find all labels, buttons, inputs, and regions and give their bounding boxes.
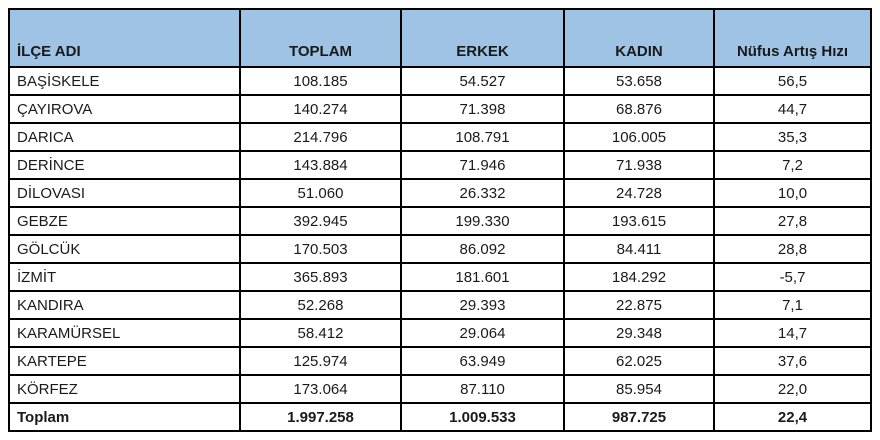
value-cell: 27,8 xyxy=(713,206,872,236)
value-cell: 170.503 xyxy=(239,234,402,264)
value-cell: 54.527 xyxy=(400,66,565,96)
district-name-cell: DARICA xyxy=(8,122,241,152)
value-cell: 26.332 xyxy=(400,178,565,208)
value-cell: 214.796 xyxy=(239,122,402,152)
table-row: BAŞİSKELE 108.185 54.527 53.658 56,5 xyxy=(8,66,872,96)
column-header-1: TOPLAM xyxy=(239,8,402,68)
value-cell: 68.876 xyxy=(563,94,715,124)
value-cell: 140.274 xyxy=(239,94,402,124)
total-label-cell: Toplam xyxy=(8,402,241,432)
value-cell: 71.946 xyxy=(400,150,565,180)
value-cell: 29.064 xyxy=(400,318,565,348)
value-cell: 143.884 xyxy=(239,150,402,180)
value-cell: 199.330 xyxy=(400,206,565,236)
district-name-cell: KANDIRA xyxy=(8,290,241,320)
value-cell: -5,7 xyxy=(713,262,872,292)
value-cell: 22,0 xyxy=(713,374,872,404)
value-cell: 71.398 xyxy=(400,94,565,124)
value-cell: 14,7 xyxy=(713,318,872,348)
value-cell: 87.110 xyxy=(400,374,565,404)
total-value-cell: 1.997.258 xyxy=(239,402,402,432)
value-cell: 84.411 xyxy=(563,234,715,264)
value-cell: 29.393 xyxy=(400,290,565,320)
total-value-cell: 987.725 xyxy=(563,402,715,432)
value-cell: 184.292 xyxy=(563,262,715,292)
district-name-cell: İZMİT xyxy=(8,262,241,292)
table-header: İLÇE ADI TOPLAM ERKEK KADIN Nüfus Artış Hızı xyxy=(8,8,872,68)
table-row: GEBZE 392.945 199.330 193.615 27,8 xyxy=(8,206,872,236)
value-cell: 7,2 xyxy=(713,150,872,180)
column-header-4: Nüfus Artış Hızı xyxy=(713,8,872,68)
table-row: GÖLCÜK 170.503 86.092 84.411 28,8 xyxy=(8,234,872,264)
table-row: İZMİT 365.893 181.601 184.292 -5,7 xyxy=(8,262,872,292)
district-name-cell: KÖRFEZ xyxy=(8,374,241,404)
value-cell: 106.005 xyxy=(563,122,715,152)
value-cell: 58.412 xyxy=(239,318,402,348)
district-name-cell: ÇAYIROVA xyxy=(8,94,241,124)
total-row: Toplam 1.997.258 1.009.533 987.725 22,4 xyxy=(8,402,872,432)
district-name-cell: DERİNCE xyxy=(8,150,241,180)
table-row: KARTEPE 125.974 63.949 62.025 37,6 xyxy=(8,346,872,376)
value-cell: 62.025 xyxy=(563,346,715,376)
value-cell: 181.601 xyxy=(400,262,565,292)
total-value-cell: 22,4 xyxy=(713,402,872,432)
value-cell: 51.060 xyxy=(239,178,402,208)
value-cell: 63.949 xyxy=(400,346,565,376)
value-cell: 125.974 xyxy=(239,346,402,376)
value-cell: 56,5 xyxy=(713,66,872,96)
district-name-cell: BAŞİSKELE xyxy=(8,66,241,96)
table-row: KARAMÜRSEL 58.412 29.064 29.348 14,7 xyxy=(8,318,872,348)
value-cell: 29.348 xyxy=(563,318,715,348)
value-cell: 7,1 xyxy=(713,290,872,320)
value-cell: 37,6 xyxy=(713,346,872,376)
table-body: BAŞİSKELE 108.185 54.527 53.658 56,5 ÇAYIROVA… xyxy=(8,66,872,404)
value-cell: 193.615 xyxy=(563,206,715,236)
value-cell: 35,3 xyxy=(713,122,872,152)
table-footer: Toplam 1.997.258 1.009.533 987.725 22,4 xyxy=(8,402,872,432)
table-row: KÖRFEZ 173.064 87.110 85.954 22,0 xyxy=(8,374,872,404)
value-cell: 53.658 xyxy=(563,66,715,96)
district-name-cell: DİLOVASI xyxy=(8,178,241,208)
column-header-2: ERKEK xyxy=(400,8,565,68)
value-cell: 71.938 xyxy=(563,150,715,180)
value-cell: 173.064 xyxy=(239,374,402,404)
value-cell: 24.728 xyxy=(563,178,715,208)
value-cell: 365.893 xyxy=(239,262,402,292)
table-row: DARICA 214.796 108.791 106.005 35,3 xyxy=(8,122,872,152)
population-table: İLÇE ADI TOPLAM ERKEK KADIN Nüfus Artış Hızı… xyxy=(8,8,872,432)
value-cell: 28,8 xyxy=(713,234,872,264)
table-row: KANDIRA 52.268 29.393 22.875 7,1 xyxy=(8,290,872,320)
value-cell: 44,7 xyxy=(713,94,872,124)
value-cell: 108.791 xyxy=(400,122,565,152)
table-row: DİLOVASI 51.060 26.332 24.728 10,0 xyxy=(8,178,872,208)
header-row: İLÇE ADI TOPLAM ERKEK KADIN Nüfus Artış Hızı xyxy=(8,8,872,68)
district-name-cell: KARAMÜRSEL xyxy=(8,318,241,348)
district-name-cell: GÖLCÜK xyxy=(8,234,241,264)
value-cell: 108.185 xyxy=(239,66,402,96)
table-row: ÇAYIROVA 140.274 71.398 68.876 44,7 xyxy=(8,94,872,124)
column-header-3: KADIN xyxy=(563,8,715,68)
value-cell: 52.268 xyxy=(239,290,402,320)
district-name-cell: KARTEPE xyxy=(8,346,241,376)
total-value-cell: 1.009.533 xyxy=(400,402,565,432)
value-cell: 22.875 xyxy=(563,290,715,320)
value-cell: 86.092 xyxy=(400,234,565,264)
population-table-container: İLÇE ADI TOPLAM ERKEK KADIN Nüfus Artış Hızı… xyxy=(8,8,872,432)
table-row: DERİNCE 143.884 71.946 71.938 7,2 xyxy=(8,150,872,180)
value-cell: 10,0 xyxy=(713,178,872,208)
district-name-cell: GEBZE xyxy=(8,206,241,236)
value-cell: 392.945 xyxy=(239,206,402,236)
value-cell: 85.954 xyxy=(563,374,715,404)
column-header-0: İLÇE ADI xyxy=(8,8,241,68)
